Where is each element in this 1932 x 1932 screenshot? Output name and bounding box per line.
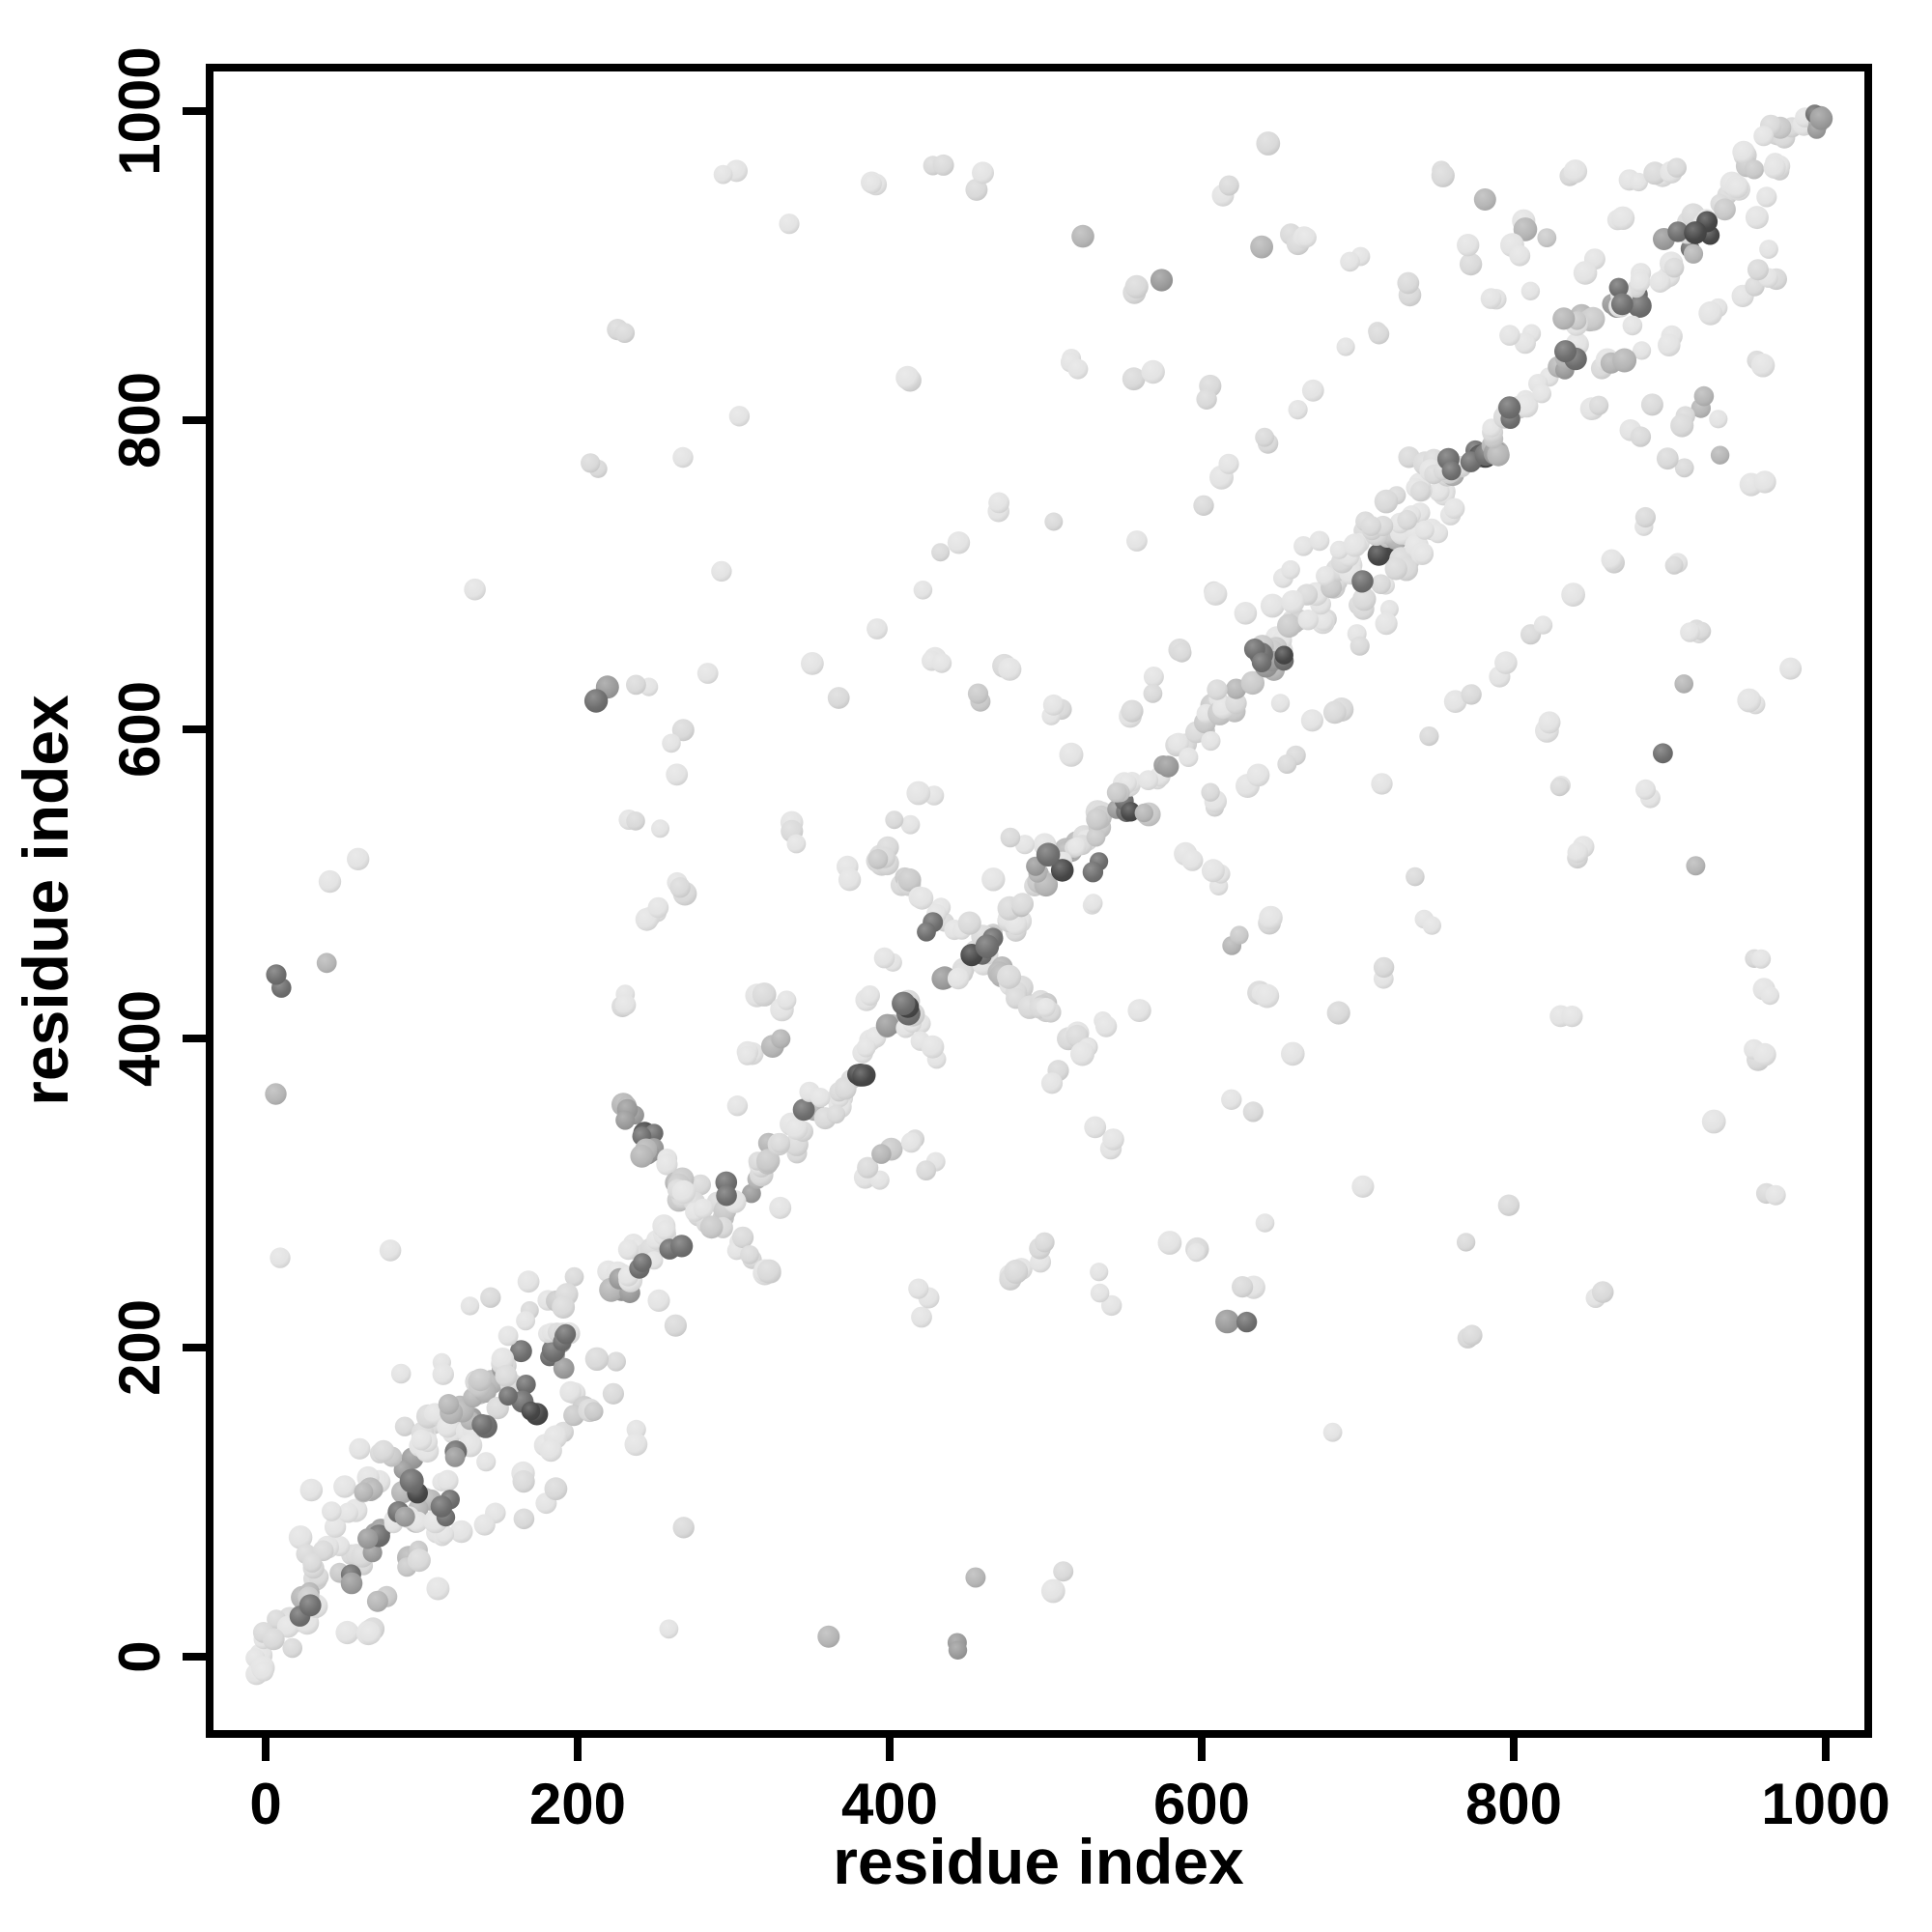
x-tick-label: 400 [841,1772,938,1836]
x-tick-label: 600 [1153,1772,1250,1836]
y-tick-label: 1000 [107,46,172,175]
plot-frame [206,64,1872,1738]
x-tick-label: 200 [529,1772,626,1836]
y-tick-label: 600 [107,681,172,778]
axis-tick-labels: 0 200 400 600 800 1000 0 200 400 600 800 1000 [107,46,1890,1836]
data-points [245,104,1833,1686]
x-tick-label: 1000 [1761,1772,1889,1836]
axis-ticks [183,107,1830,1761]
y-tick-label: 200 [107,1299,172,1396]
x-tick-label: 800 [1465,1772,1562,1836]
y-tick-label: 400 [107,990,172,1087]
x-axis-label: residue index [833,1826,1244,1897]
x-tick-label: 0 [249,1772,281,1836]
y-tick-label: 800 [107,372,172,469]
y-tick-label: 0 [107,1640,172,1672]
y-axis-label: residue index [10,695,81,1106]
